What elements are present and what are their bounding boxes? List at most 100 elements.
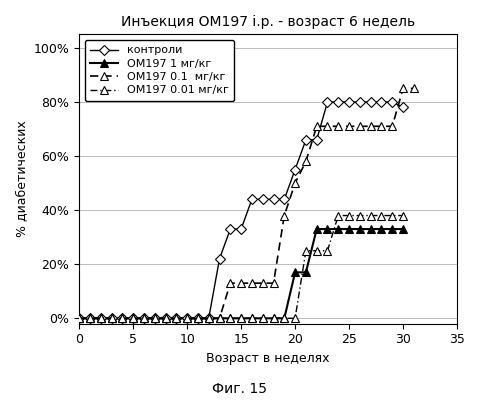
контроли: [260, 197, 265, 202]
ОМ197 0.1  мг/кг: [195, 316, 201, 321]
ОМ197 1 мг/кг: [108, 316, 114, 321]
ОМ197 1 мг/кг: [238, 316, 244, 321]
контроли: [379, 100, 384, 104]
контроли: [238, 227, 244, 232]
ОМ197 0.1  мг/кг: [184, 316, 190, 321]
ОМ197 1 мг/кг: [368, 227, 373, 232]
ОМ197 0.1  мг/кг: [98, 316, 104, 321]
Line: ОМ197 0.01 мг/кг: ОМ197 0.01 мг/кг: [75, 211, 407, 322]
ОМ197 1 мг/кг: [389, 227, 395, 232]
ОМ197 0.01 мг/кг: [346, 213, 352, 218]
ОМ197 0.01 мг/кг: [260, 316, 265, 321]
ОМ197 0.1  мг/кг: [389, 124, 395, 129]
Title: Инъекция ОМ197 i.p. - возраст 6 недель: Инъекция ОМ197 i.p. - возраст 6 недель: [121, 15, 415, 29]
ОМ197 0.01 мг/кг: [324, 248, 330, 253]
контроли: [141, 316, 147, 321]
ОМ197 0.01 мг/кг: [152, 316, 157, 321]
ОМ197 0.01 мг/кг: [314, 248, 320, 253]
ОМ197 1 мг/кг: [314, 227, 320, 232]
контроли: [357, 100, 363, 104]
ОМ197 0.1  мг/кг: [87, 316, 93, 321]
ОМ197 1 мг/кг: [195, 316, 201, 321]
Y-axis label: % диабетических: % диабетических: [15, 121, 28, 238]
ОМ197 0.01 мг/кг: [249, 316, 255, 321]
контроли: [184, 316, 190, 321]
контроли: [324, 100, 330, 104]
Line: контроли: контроли: [76, 98, 407, 322]
контроли: [87, 316, 93, 321]
X-axis label: Возраст в неделях: Возраст в неделях: [206, 352, 330, 365]
контроли: [98, 316, 104, 321]
ОМ197 0.1  мг/кг: [357, 124, 363, 129]
контроли: [346, 100, 352, 104]
ОМ197 1 мг/кг: [163, 316, 168, 321]
ОМ197 0.01 мг/кг: [87, 316, 93, 321]
ОМ197 0.1  мг/кг: [152, 316, 157, 321]
ОМ197 1 мг/кг: [336, 227, 341, 232]
ОМ197 0.01 мг/кг: [130, 316, 136, 321]
ОМ197 0.01 мг/кг: [389, 213, 395, 218]
контроли: [271, 197, 276, 202]
контроли: [130, 316, 136, 321]
ОМ197 0.01 мг/кг: [281, 316, 287, 321]
ОМ197 0.1  мг/кг: [173, 316, 179, 321]
ОМ197 1 мг/кг: [357, 227, 363, 232]
контроли: [206, 316, 212, 321]
контроли: [314, 138, 320, 142]
ОМ197 0.1  мг/кг: [228, 281, 233, 286]
ОМ197 1 мг/кг: [173, 316, 179, 321]
ОМ197 0.01 мг/кг: [206, 316, 212, 321]
ОМ197 0.1  мг/кг: [249, 281, 255, 286]
ОМ197 0.1  мг/кг: [76, 316, 82, 321]
ОМ197 0.1  мг/кг: [336, 124, 341, 129]
ОМ197 0.1  мг/кг: [260, 281, 265, 286]
ОМ197 1 мг/кг: [260, 316, 265, 321]
ОМ197 0.01 мг/кг: [357, 213, 363, 218]
контроли: [76, 316, 82, 321]
ОМ197 1 мг/кг: [228, 316, 233, 321]
контроли: [152, 316, 157, 321]
ОМ197 0.01 мг/кг: [216, 316, 222, 321]
ОМ197 0.1  мг/кг: [314, 124, 320, 129]
ОМ197 0.01 мг/кг: [76, 316, 82, 321]
ОМ197 0.01 мг/кг: [292, 316, 298, 321]
ОМ197 0.1  мг/кг: [216, 316, 222, 321]
ОМ197 0.01 мг/кг: [303, 248, 309, 253]
ОМ197 0.1  мг/кг: [141, 316, 147, 321]
контроли: [163, 316, 168, 321]
ОМ197 0.1  мг/кг: [206, 316, 212, 321]
ОМ197 1 мг/кг: [303, 270, 309, 275]
ОМ197 0.01 мг/кг: [238, 316, 244, 321]
ОМ197 0.1  мг/кг: [271, 281, 276, 286]
контроли: [303, 138, 309, 142]
ОМ197 1 мг/кг: [184, 316, 190, 321]
ОМ197 0.1  мг/кг: [120, 316, 125, 321]
Line: ОМ197 1 мг/кг: ОМ197 1 мг/кг: [75, 225, 407, 322]
контроли: [195, 316, 201, 321]
ОМ197 1 мг/кг: [324, 227, 330, 232]
ОМ197 1 мг/кг: [249, 316, 255, 321]
ОМ197 1 мг/кг: [292, 270, 298, 275]
контроли: [368, 100, 373, 104]
ОМ197 0.1  мг/кг: [292, 181, 298, 186]
ОМ197 0.01 мг/кг: [98, 316, 104, 321]
ОМ197 0.1  мг/кг: [368, 124, 373, 129]
контроли: [120, 316, 125, 321]
ОМ197 0.01 мг/кг: [271, 316, 276, 321]
контроли: [389, 100, 395, 104]
ОМ197 0.1  мг/кг: [108, 316, 114, 321]
ОМ197 0.01 мг/кг: [400, 213, 406, 218]
ОМ197 0.1  мг/кг: [400, 86, 406, 91]
ОМ197 0.01 мг/кг: [228, 316, 233, 321]
Text: Фиг. 15: Фиг. 15: [213, 382, 267, 396]
ОМ197 0.01 мг/кг: [141, 316, 147, 321]
контроли: [173, 316, 179, 321]
ОМ197 0.01 мг/кг: [195, 316, 201, 321]
ОМ197 1 мг/кг: [87, 316, 93, 321]
ОМ197 1 мг/кг: [130, 316, 136, 321]
Legend: контроли, ОМ197 1 мг/кг, ОМ197 0.1  мг/кг, ОМ197 0.01 мг/кг: контроли, ОМ197 1 мг/кг, ОМ197 0.1 мг/кг…: [84, 40, 234, 101]
ОМ197 0.01 мг/кг: [379, 213, 384, 218]
контроли: [228, 227, 233, 232]
контроли: [281, 197, 287, 202]
ОМ197 1 мг/кг: [379, 227, 384, 232]
